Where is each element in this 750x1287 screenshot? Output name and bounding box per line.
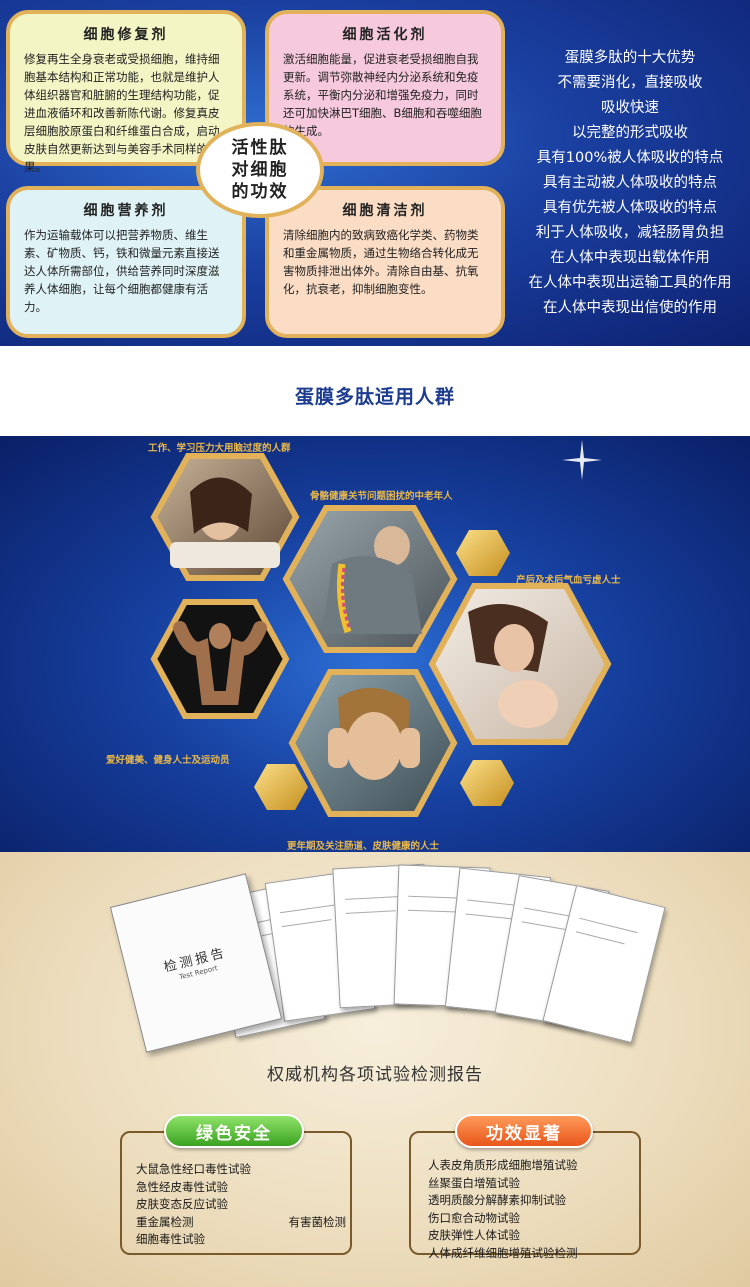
center-line-3: 的功效 (231, 182, 289, 202)
advantage-item: 在人体中表现出信使的作用 (543, 300, 717, 316)
efficacy-test-item: 透明质酸分解酵素抑制试验 (428, 1193, 566, 1207)
bodybuilder-photo (150, 599, 290, 719)
efficacy-test-item: 伤口愈合动物试验 (428, 1210, 520, 1225)
safety-test-item: 有害菌检测 (288, 1214, 347, 1229)
safety-test-list: 大鼠急性经口毒性试验 急性经皮毒性试验 皮肤变态反应试验 重金属检测 有害菌检测… (136, 1161, 356, 1249)
group-caption-4: 爱好健美、健身人士及运动员 (106, 755, 230, 766)
cell-nutrition-title: 细胞营养剂 (83, 203, 169, 219)
efficacy-test-item: 皮肤弹性人体试验 (428, 1228, 520, 1242)
gold-hexagon-decor (460, 760, 514, 806)
reports-caption: 权威机构各项试验检测报告 (267, 1065, 483, 1085)
group-caption-3: 产后及术后气血亏虚人士 (516, 575, 621, 586)
safety-test-item: 皮肤变态反应试验 (136, 1197, 228, 1211)
peptide-effects-section: 细胞修复剂 修复再生全身衰老或受损细胞，维持细胞基本结构和正常功能，也就是维护人… (0, 0, 750, 346)
advantage-item: 在人体中表现出运输工具的作用 (528, 275, 732, 291)
cell-repair-card: 细胞修复剂 修复再生全身衰老或受损细胞，维持细胞基本结构和正常功能，也就是维护人… (6, 10, 246, 174)
advantages-title: 蛋膜多肽的十大优势 (564, 50, 696, 66)
cell-clean-title: 细胞清洁剂 (342, 203, 428, 219)
advantage-item: 具有100%被人体吸收的特点 (536, 150, 724, 166)
center-badge: 活性肽 对细胞 的功效 (196, 122, 324, 218)
advantage-item: 以完整的形式吸收 (572, 125, 688, 141)
group-caption-2: 骨骼健康关节问题困扰的中老年人 (310, 491, 453, 502)
safety-test-row: 重金属检测 有害菌检测 (136, 1214, 346, 1232)
safety-badge: 绿色安全 (164, 1114, 304, 1148)
efficacy-test-item: 人体成纤维细胞增殖试验检测 (428, 1245, 578, 1260)
safety-test-item: 重金属检测 (136, 1214, 194, 1229)
advantage-item: 在人体中表现出载体作用 (550, 250, 710, 266)
test-reports-section: 检测报告 Test Report 权威机构各项试验检测报告 绿色安全 功效显著 … (0, 852, 750, 1287)
group-caption-1: 工作、学习压力大用脑过度的人群 (148, 443, 291, 454)
cell-clean-text: 清除细胞内的致病致癌化学类、药物类和重金属物质，通过生物络合转化成无害物质排泄出… (283, 228, 479, 296)
groups-heading-section: 蛋膜多肽适用人群 (0, 346, 750, 436)
cell-nutrition-text: 作为运输载体可以把营养物质、维生素、矿物质、钙，铁和微量元素直接送达人体所需部位… (24, 228, 220, 314)
groups-collage-section: 工作、学习压力大用脑过度的人群 骨骼健康关节问题困扰的中老年人 产后及术后气血亏… (0, 436, 750, 852)
mother-baby-photo (428, 583, 612, 745)
center-line-1: 活性肽 (231, 138, 289, 158)
safety-test-item: 大鼠急性经口毒性试验 (136, 1162, 251, 1176)
advantages-list: 蛋膜多肽的十大优势 不需要消化，直接吸收 吸收快速 以完整的形式吸收 具有100… (510, 46, 750, 321)
cell-activate-card: 细胞活化剂 激活细胞能量，促进衰老受损细胞自我更新。调节弥散神经内分泌系统和免疫… (265, 10, 505, 166)
stressed-worker-photo (150, 453, 300, 581)
group-caption-5: 更年期及关注肠道、皮肤健康的人士 (287, 841, 440, 852)
efficacy-test-item: 人表皮角质形成细胞增殖试验 (428, 1158, 578, 1172)
center-line-2: 对细胞 (231, 160, 289, 180)
elderly-joint-photo (282, 505, 458, 653)
gold-hexagon-decor (456, 530, 510, 576)
stressed-woman-photo (288, 669, 458, 817)
gold-hexagon-decor (254, 764, 308, 810)
efficacy-test-list: 人表皮角质形成细胞增殖试验 丝聚蛋白增殖试验 透明质酸分解酵素抑制试验 伤口愈合… (428, 1157, 638, 1262)
advantage-item: 不需要消化，直接吸收 (557, 75, 703, 91)
cell-nutrition-card: 细胞营养剂 作为运输载体可以把营养物质、维生素、矿物质、钙，铁和微量元素直接送达… (6, 186, 246, 338)
advantage-item: 利于人体吸收，减轻肠胃负担 (535, 225, 725, 241)
safety-test-item: 急性经皮毒性试验 (136, 1179, 228, 1194)
sparkle-icon (562, 440, 602, 480)
advantage-item: 具有优先被人体吸收的特点 (543, 200, 717, 216)
cell-repair-title: 细胞修复剂 (83, 27, 169, 43)
safety-test-item: 细胞毒性试验 (136, 1232, 205, 1246)
efficacy-badge: 功效显著 (455, 1114, 593, 1148)
advantage-item: 具有主动被人体吸收的特点 (543, 175, 717, 191)
groups-title: 蛋膜多肽适用人群 (294, 386, 455, 408)
cell-repair-text: 修复再生全身衰老或受损细胞，维持细胞基本结构和正常功能，也就是维护人体组织器官和… (24, 52, 220, 174)
cell-clean-card: 细胞清洁剂 清除细胞内的致病致癌化学类、药物类和重金属物质，通过生物络合转化成无… (265, 186, 505, 338)
advantage-item: 吸收快速 (601, 100, 659, 116)
efficacy-test-item: 丝聚蛋白增殖试验 (428, 1175, 520, 1190)
cell-activate-title: 细胞活化剂 (342, 27, 428, 43)
cell-activate-text: 激活细胞能量，促进衰老受损细胞自我更新。调节弥散神经内分泌系统和免疫系统，平衡内… (283, 52, 482, 138)
